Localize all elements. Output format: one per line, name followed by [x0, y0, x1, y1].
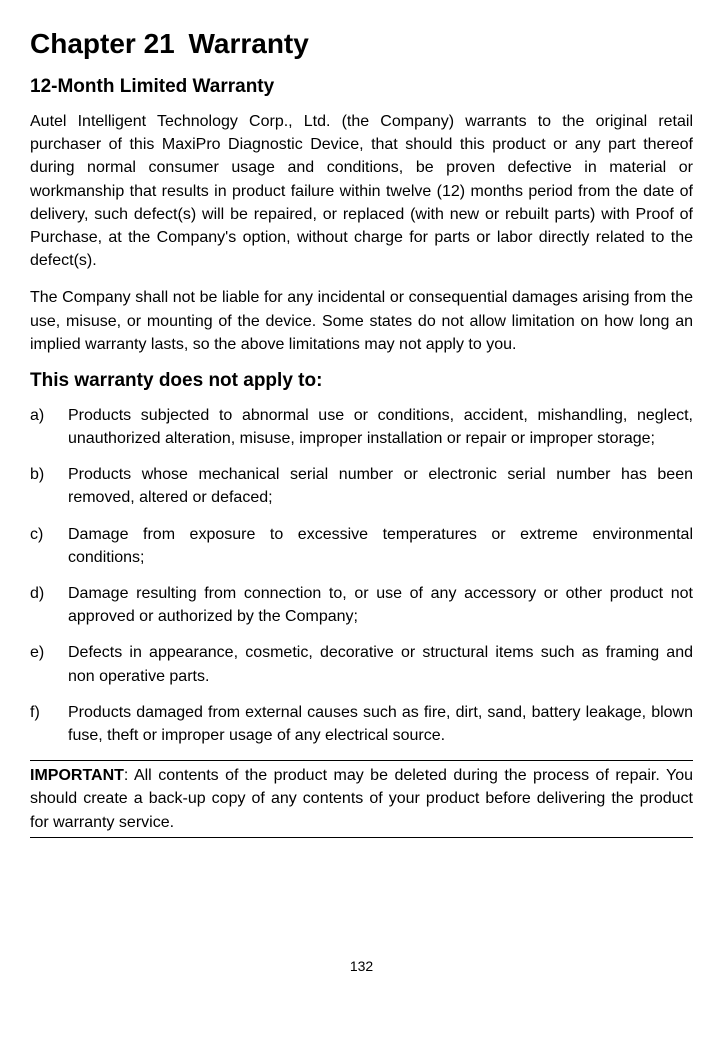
item-marker: e)	[30, 641, 68, 687]
list-item: f) Products damaged from external causes…	[30, 701, 693, 747]
chapter-title: Chapter 21 Warranty	[30, 28, 693, 60]
section-heading: 12-Month Limited Warranty	[30, 76, 693, 98]
chapter-number: Chapter 21	[30, 28, 175, 59]
important-text: : All contents of the product may be del…	[30, 767, 693, 830]
item-text: Damage from exposure to excessive temper…	[68, 523, 693, 569]
important-label: IMPORTANT	[30, 767, 124, 784]
important-notice: IMPORTANT: All contents of the product m…	[30, 760, 693, 838]
exclusion-list: a) Products subjected to abnormal use or…	[30, 404, 693, 747]
list-item: d) Damage resulting from connection to, …	[30, 582, 693, 628]
item-text: Products subjected to abnormal use or co…	[68, 404, 693, 450]
item-text: Damage resulting from connection to, or …	[68, 582, 693, 628]
item-marker: f)	[30, 701, 68, 747]
list-item: a) Products subjected to abnormal use or…	[30, 404, 693, 450]
chapter-name: Warranty	[189, 28, 309, 59]
list-item: c) Damage from exposure to excessive tem…	[30, 523, 693, 569]
item-text: Defects in appearance, cosmetic, decorat…	[68, 641, 693, 687]
list-item: e) Defects in appearance, cosmetic, deco…	[30, 641, 693, 687]
subsection-heading: This warranty does not apply to:	[30, 370, 693, 392]
list-item: b) Products whose mechanical serial numb…	[30, 463, 693, 509]
warranty-paragraph-2: The Company shall not be liable for any …	[30, 286, 693, 356]
item-marker: b)	[30, 463, 68, 509]
item-marker: c)	[30, 523, 68, 569]
item-marker: a)	[30, 404, 68, 450]
item-marker: d)	[30, 582, 68, 628]
item-text: Products damaged from external causes su…	[68, 701, 693, 747]
item-text: Products whose mechanical serial number …	[68, 463, 693, 509]
warranty-paragraph-1: Autel Intelligent Technology Corp., Ltd.…	[30, 110, 693, 272]
page-number: 132	[30, 958, 693, 974]
